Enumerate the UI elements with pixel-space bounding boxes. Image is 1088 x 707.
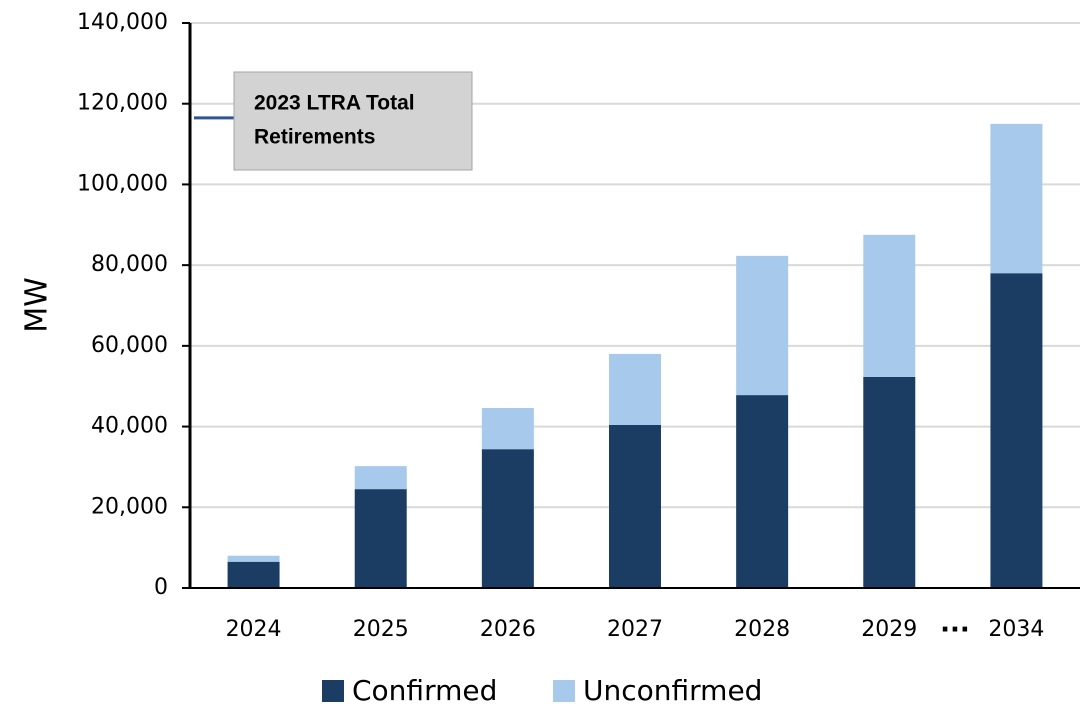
legend-swatch (553, 680, 575, 702)
legend-label: Unconfirmed (583, 674, 762, 707)
x-tick-label: 2034 (988, 617, 1044, 642)
y-axis-label: MW (20, 277, 55, 333)
bar-segment (481, 408, 534, 450)
axis-break: ... (940, 609, 970, 639)
y-tick-label: 40,000 (91, 414, 168, 439)
bar-segment (227, 561, 280, 588)
x-tick-label: 2025 (353, 617, 409, 642)
y-tick-label: 120,000 (77, 91, 168, 116)
legend-swatch (322, 680, 344, 702)
x-tick-label: 2026 (480, 617, 536, 642)
x-tick-label: 2024 (226, 617, 282, 642)
bar-segment (481, 449, 534, 588)
x-tick-label: 2027 (607, 617, 663, 642)
bar-segment (227, 555, 280, 562)
y-tick-label: 80,000 (91, 252, 168, 277)
x-tick-label: 2029 (861, 617, 917, 642)
x-tick-label: 2028 (734, 617, 790, 642)
annotation-box (233, 71, 473, 171)
bar-segment (609, 353, 661, 425)
bar-segment (354, 466, 407, 490)
y-tick-label: 60,000 (91, 333, 168, 358)
annotation-text: 2023 LTRA Total (254, 92, 415, 115)
annotation-text: Retirements (254, 126, 375, 149)
y-tick-label: 100,000 (77, 171, 168, 196)
bar-segment (736, 255, 789, 396)
bar-segment (863, 234, 916, 377)
y-tick-label: 0 (154, 575, 168, 600)
bar-segment (990, 273, 1043, 588)
bar-segment (863, 376, 916, 588)
y-tick-label: 140,000 (77, 10, 168, 35)
legend-label: Confirmed (352, 674, 497, 707)
bar-segment (990, 123, 1043, 274)
bar-segment (609, 424, 661, 588)
bar-segment (354, 489, 407, 588)
bar-segment (736, 395, 789, 588)
y-tick-label: 20,000 (91, 494, 168, 519)
